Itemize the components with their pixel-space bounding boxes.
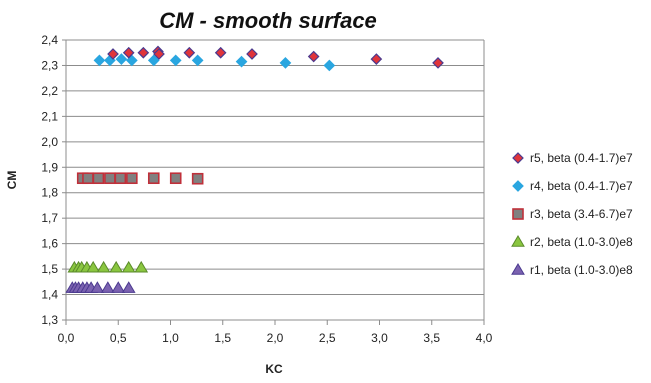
x-tick-label: 3,0 (371, 331, 388, 345)
data-point (126, 172, 138, 185)
legend-marker (512, 152, 524, 164)
legend: r5, beta (0.4-1.7)e7 r4, beta (0.4-1.7)e7… (511, 151, 633, 277)
legend-item: r5, beta (0.4-1.7)e7 (512, 151, 633, 165)
legend-label: r1, beta (1.0-3.0)e8 (530, 263, 633, 277)
data-point (111, 281, 126, 293)
data-point (235, 55, 248, 68)
legend-label: r4, beta (0.4-1.7)e7 (530, 179, 633, 193)
data-point (279, 57, 292, 69)
data-point (107, 48, 119, 60)
x-tick-label: 2,5 (319, 331, 336, 345)
data-series (65, 45, 444, 293)
data-point (214, 46, 227, 59)
legend-label: r5, beta (0.4-1.7)e7 (530, 151, 633, 165)
data-point (114, 172, 127, 185)
data-point (86, 260, 101, 273)
y-tick-label: 2,1 (41, 109, 58, 123)
data-point (370, 53, 383, 65)
x-tick-label: 0,5 (110, 331, 127, 345)
data-point (134, 260, 149, 273)
legend-item: r4, beta (0.4-1.7)e7 (512, 179, 633, 193)
data-point (109, 260, 124, 273)
series-group (93, 53, 336, 72)
x-tick-label: 4,0 (476, 331, 493, 345)
legend-marker (511, 263, 525, 275)
data-point (307, 50, 320, 63)
x-tick-label: 2,0 (267, 331, 284, 345)
x-axis-title: KC (265, 362, 283, 376)
y-tick-label: 1,9 (41, 160, 58, 174)
series-group (67, 260, 149, 273)
data-point (191, 172, 204, 185)
data-point (432, 57, 444, 69)
legend-item: r1, beta (1.0-3.0)e8 (511, 263, 633, 277)
x-tick-labels: 0,0 0,5 1,0 1,5 2,0 2,5 3,0 3,5 4,0 (58, 331, 493, 345)
y-tick-label: 2,3 (41, 58, 58, 72)
data-point (121, 260, 136, 273)
data-point (122, 46, 135, 59)
x-tick-label: 1,5 (214, 331, 231, 345)
y-tick-label: 1,4 (41, 288, 58, 302)
axes (62, 39, 485, 325)
data-point (82, 172, 94, 185)
series-group (76, 172, 204, 185)
data-point (96, 260, 111, 273)
legend-item: r3, beta (3.4-6.7)e7 (512, 207, 633, 221)
data-point (246, 48, 258, 60)
chart-title: CM - smooth surface (159, 8, 377, 33)
legend-label: r2, beta (1.0-3.0)e8 (530, 235, 633, 249)
legend-marker (511, 235, 525, 247)
y-tick-label: 2,2 (41, 84, 58, 98)
y-axis-title: CM (5, 171, 19, 190)
data-point (137, 46, 150, 59)
y-tick-label: 1,8 (41, 186, 58, 200)
y-tick-label: 2,4 (41, 33, 58, 47)
x-tick-label: 3,5 (423, 331, 440, 345)
data-point (104, 172, 116, 185)
legend-item: r2, beta (1.0-3.0)e8 (511, 235, 633, 249)
data-point (153, 48, 165, 60)
data-point (147, 172, 160, 185)
gridlines (66, 39, 484, 321)
data-point (169, 54, 182, 67)
y-tick-label: 1,7 (41, 211, 58, 225)
legend-label: r3, beta (3.4-6.7)e7 (530, 207, 633, 221)
data-point (121, 281, 136, 293)
data-point (92, 172, 105, 185)
y-tick-labels: 1,3 1,4 1,5 1,6 1,7 1,8 1,9 2,0 2,1 2,2 2,3 2,4 (41, 33, 58, 327)
data-point (323, 59, 336, 72)
data-point (115, 53, 128, 65)
data-point (147, 54, 160, 67)
legend-marker (512, 208, 524, 220)
data-point (191, 54, 204, 67)
y-tick-label: 1,5 (41, 262, 58, 276)
y-tick-label: 1,3 (41, 313, 58, 327)
data-point (183, 46, 196, 59)
x-tick-label: 0,0 (58, 331, 75, 345)
data-point (90, 281, 105, 293)
data-point (100, 281, 115, 293)
data-point (169, 172, 182, 185)
y-tick-label: 1,6 (41, 237, 58, 251)
y-tick-label: 2,0 (41, 135, 58, 149)
x-tick-label: 1,0 (162, 331, 179, 345)
data-point (93, 54, 106, 67)
series-group (107, 45, 444, 69)
legend-marker (512, 180, 524, 192)
series-group (65, 281, 136, 293)
